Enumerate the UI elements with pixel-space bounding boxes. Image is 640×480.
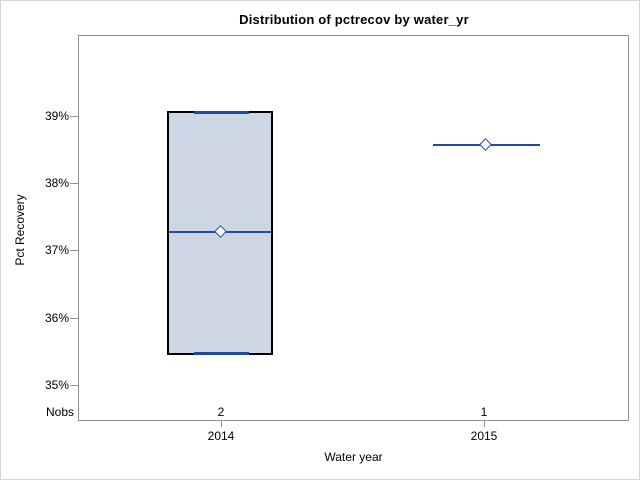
y-tick-label: 39% [44, 109, 69, 123]
y-tick-mark [70, 385, 78, 386]
y-tick-mark [70, 183, 78, 184]
plot-area [78, 35, 629, 421]
nobs-value-2014: 2 [217, 405, 225, 419]
x-tick-mark [221, 421, 222, 427]
y-tick-label: 35% [44, 378, 69, 392]
y-axis-title: Pct Recovery [13, 194, 27, 266]
y-tick-label: 37% [44, 243, 69, 257]
y-tick-mark [70, 318, 78, 319]
y-tick-mark [70, 250, 78, 251]
x-tick-label-2014: 2014 [207, 429, 235, 443]
x-axis-title: Water year [324, 450, 383, 464]
nobs-row-label: Nobs [45, 405, 74, 419]
chart-title: Distribution of pctrecov by water_yr [239, 12, 469, 27]
y-tick-mark [70, 116, 78, 117]
x-tick-mark [484, 421, 485, 427]
y-tick-label: 36% [44, 311, 69, 325]
whisker-cap-top-2014 [194, 111, 249, 114]
whisker-cap-bottom-2014 [194, 352, 249, 355]
nobs-value-2015: 1 [480, 405, 488, 419]
x-tick-label-2015: 2015 [470, 429, 498, 443]
y-tick-label: 38% [44, 176, 69, 190]
